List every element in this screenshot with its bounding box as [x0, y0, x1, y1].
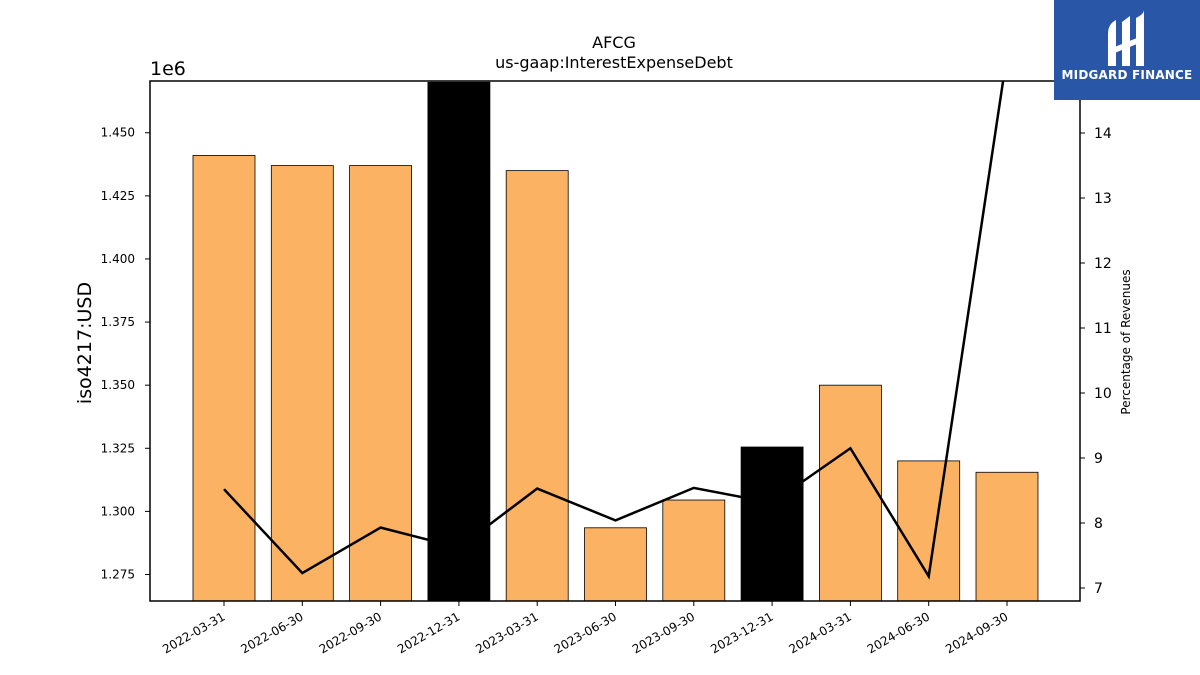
bar-2024-03-31 [819, 384, 882, 602]
y2-axis: 7 8 9 10 11 12 13 14 [1080, 126, 1112, 597]
y2-tick-label: 12 [1094, 256, 1112, 272]
x-tick-label: 2023-09-30 [630, 609, 697, 656]
x-tick-label: 2024-09-30 [943, 609, 1010, 656]
y-tick-label: 1.325 [101, 441, 135, 455]
y-axis-label: iso4217:USD [74, 282, 96, 404]
series-line-percentage-of-revenues [223, 81, 1005, 580]
y2-tick-label: 8 [1094, 516, 1103, 532]
x-axis: 2022-03-31 2022-06-30 2022-09-30 2022-12-31… [160, 601, 1011, 656]
y-axis: 1.275 1.300 1.325 1.350 1.375 1.400 1.425 1.450 [101, 126, 150, 581]
bar-2022-12-31 [427, 81, 491, 602]
y-tick-label: 1.300 [101, 504, 135, 518]
y-tick-label: 1.275 [101, 567, 135, 581]
y2-tick-label: 13 [1094, 191, 1112, 207]
y-scale-label: 1e6 [150, 58, 186, 80]
x-tick-label: 2022-12-31 [395, 609, 462, 656]
bar-2022-03-31 [192, 155, 256, 602]
y-tick-label: 1.450 [101, 126, 135, 140]
brand-logo: MIDGARD FINANCE [1054, 0, 1200, 100]
y-tick-label: 1.400 [101, 252, 135, 266]
plot-frame [149, 80, 1081, 602]
bar-2023-06-30 [584, 527, 647, 602]
y2-tick-label: 7 [1094, 581, 1103, 597]
midgard-logo-icon [1108, 10, 1144, 66]
bars-group [192, 81, 1039, 602]
x-tick-label: 2022-03-31 [160, 609, 227, 656]
bar-2022-06-30 [270, 165, 334, 602]
x-tick-label: 2023-06-30 [552, 609, 619, 656]
bar-2023-09-30 [662, 499, 726, 602]
x-tick-label: 2024-03-31 [786, 609, 853, 656]
x-tick-label: 2023-12-31 [708, 609, 775, 656]
brand-name: MIDGARD FINANCE [1061, 68, 1193, 82]
chart-subtitle: us-gaap:InterestExpenseDebt [495, 53, 733, 72]
chart-title: AFCG [592, 33, 636, 52]
bar-2023-03-31 [505, 170, 569, 602]
x-tick-label: 2022-09-30 [317, 609, 384, 656]
y2-tick-label: 9 [1094, 451, 1103, 467]
bar-2023-12-31 [740, 446, 804, 602]
line-group [223, 81, 1005, 580]
x-tick-label: 2023-03-31 [473, 609, 540, 656]
y-tick-label: 1.425 [101, 189, 135, 203]
y2-tick-label: 11 [1094, 321, 1112, 337]
y2-tick-label: 10 [1094, 386, 1112, 402]
y-tick-label: 1.375 [101, 315, 135, 329]
bar-2022-09-30 [349, 165, 413, 602]
x-tick-label: 2024-06-30 [865, 609, 932, 656]
y2-axis-label: Percentage of Revenues [1119, 269, 1133, 414]
x-tick-label: 2022-06-30 [238, 609, 305, 656]
bar-2024-09-30 [975, 471, 1039, 602]
y2-tick-label: 14 [1094, 126, 1112, 142]
bar-2024-06-30 [897, 460, 961, 602]
y-tick-label: 1.350 [101, 378, 135, 392]
